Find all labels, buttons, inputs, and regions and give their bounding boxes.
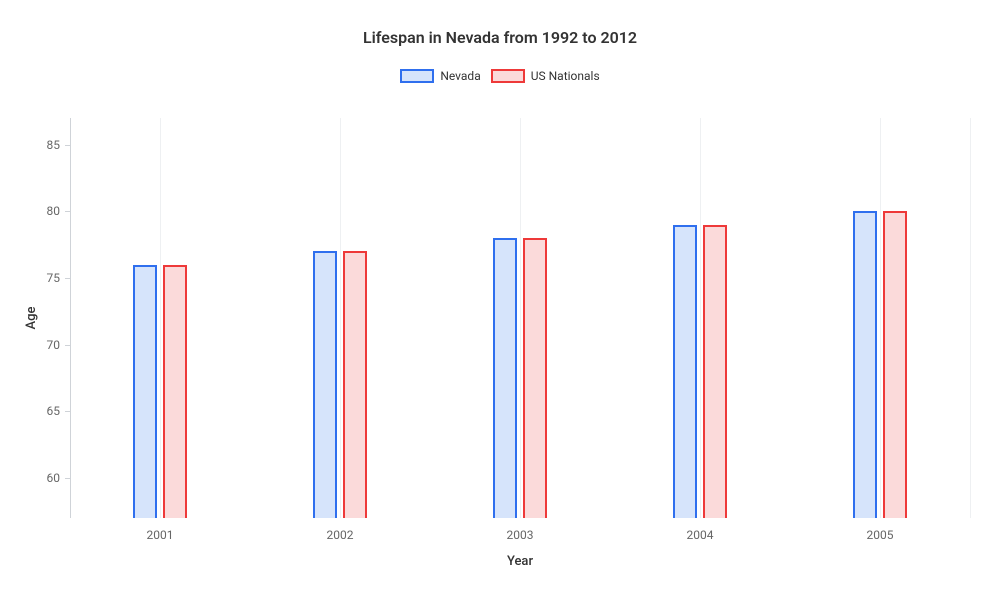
- y-tick-mark: [65, 211, 70, 212]
- gridline-vertical: [160, 118, 161, 518]
- chart-title: Lifespan in Nevada from 1992 to 2012: [0, 0, 1000, 47]
- y-tick-label: 70: [36, 338, 60, 352]
- bar: [673, 225, 697, 518]
- bar: [853, 211, 877, 518]
- legend-item: US Nationals: [491, 69, 600, 83]
- gridline-vertical: [340, 118, 341, 518]
- bar: [343, 251, 367, 518]
- x-tick-label: 2001: [147, 528, 174, 542]
- y-tick-mark: [65, 345, 70, 346]
- y-tick-label: 85: [36, 138, 60, 152]
- bar: [163, 265, 187, 518]
- chart-container: Lifespan in Nevada from 1992 to 2012 Nev…: [0, 0, 1000, 600]
- legend-label: US Nationals: [531, 69, 600, 83]
- legend-item: Nevada: [400, 69, 480, 83]
- y-axis-line: [70, 118, 71, 518]
- bar: [493, 238, 517, 518]
- y-tick-mark: [65, 278, 70, 279]
- x-tick-label: 2003: [507, 528, 534, 542]
- legend-swatch: [400, 69, 434, 83]
- y-tick-mark: [65, 478, 70, 479]
- plot-area: Age Year 6065707580852001200220032004200…: [70, 118, 970, 518]
- x-tick-label: 2004: [687, 528, 714, 542]
- y-tick-label: 60: [36, 471, 60, 485]
- bar: [133, 265, 157, 518]
- y-tick-mark: [65, 411, 70, 412]
- y-axis-label: Age: [24, 307, 39, 330]
- bar: [703, 225, 727, 518]
- legend: Nevada US Nationals: [0, 69, 1000, 83]
- bar: [883, 211, 907, 518]
- legend-label: Nevada: [440, 69, 480, 83]
- y-tick-label: 75: [36, 271, 60, 285]
- gridline-vertical: [880, 118, 881, 518]
- y-tick-mark: [65, 145, 70, 146]
- gridline-vertical: [970, 118, 971, 518]
- x-tick-label: 2002: [327, 528, 354, 542]
- y-tick-label: 80: [36, 204, 60, 218]
- bar: [313, 251, 337, 518]
- x-axis-label: Year: [507, 554, 533, 569]
- y-tick-label: 65: [36, 404, 60, 418]
- gridline-vertical: [700, 118, 701, 518]
- legend-swatch: [491, 69, 525, 83]
- bar: [523, 238, 547, 518]
- gridline-vertical: [520, 118, 521, 518]
- x-tick-label: 2005: [867, 528, 894, 542]
